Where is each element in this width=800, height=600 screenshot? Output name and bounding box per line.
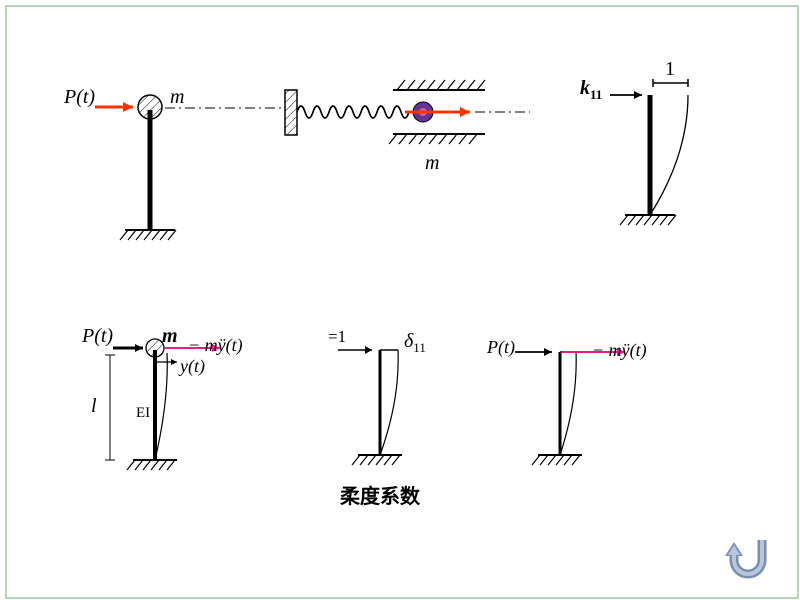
diagram-top-right	[590, 65, 760, 245]
label-Pt-2: P(t)	[82, 325, 113, 348]
label-k11: k11	[580, 77, 602, 103]
label-l: l	[91, 395, 97, 418]
label-k11-k: k	[580, 77, 590, 99]
label-Pt-3: P(t)	[487, 337, 515, 358]
label-myt-1: mÿ(t)	[205, 335, 243, 355]
diagram-spring	[275, 70, 535, 170]
label-delta11: δ11	[404, 330, 426, 356]
diagram-bottom-mid	[320, 330, 470, 490]
label-one: 1	[665, 58, 675, 81]
label-eq1: =1	[328, 327, 346, 347]
label-delta: δ	[404, 330, 413, 352]
label-minus2: − mÿ(t)	[592, 340, 647, 361]
return-icon[interactable]	[720, 530, 775, 580]
label-EI: EI	[136, 405, 150, 422]
label-delta-sub: 11	[413, 340, 426, 355]
label-minus1: − mÿ(t)	[188, 335, 243, 356]
label-m-3: m	[162, 325, 178, 348]
label-k11-sub: 11	[590, 87, 602, 102]
axis-line-1	[165, 100, 285, 120]
label-Pt-1: P(t)	[64, 86, 95, 109]
label-m-2: m	[425, 152, 439, 175]
label-yt: y(t)	[180, 356, 205, 377]
label-myt-2: mÿ(t)	[609, 340, 647, 360]
caption-flexibility: 柔度系数	[340, 480, 420, 509]
